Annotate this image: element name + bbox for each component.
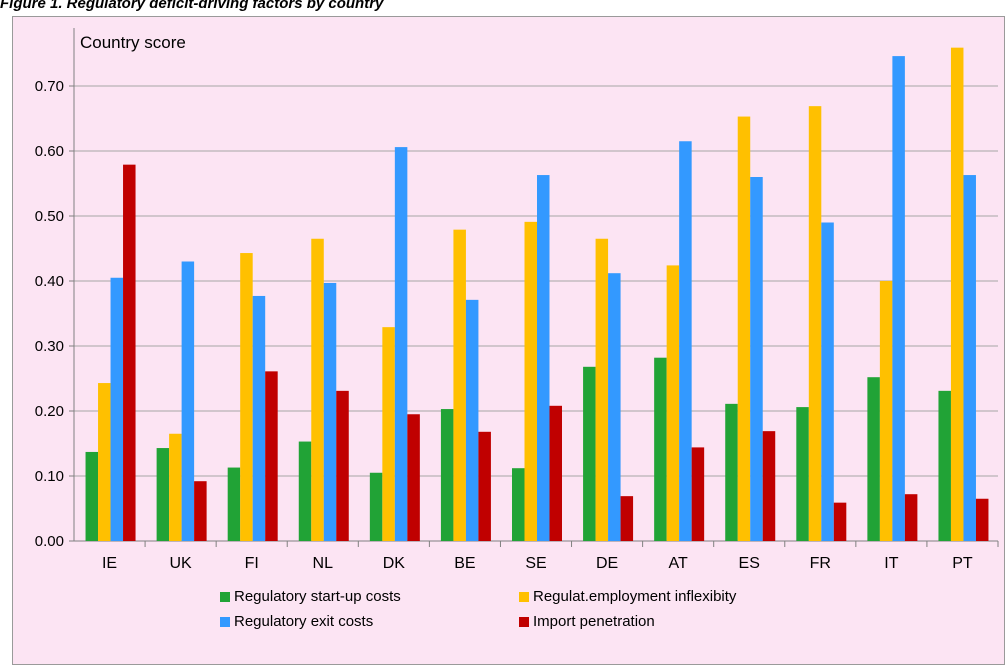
y-tick-label: 0.50 — [35, 208, 64, 225]
bar-nl-3 — [336, 390, 349, 541]
bar-dk-1 — [382, 327, 395, 541]
bar-de-0 — [583, 366, 596, 541]
legend-label: Regulatory start-up costs — [234, 588, 401, 605]
bar-nl-0 — [298, 441, 312, 541]
y-tick-label: 0.20 — [35, 403, 64, 420]
x-tick-label: FI — [245, 555, 259, 572]
legend: Regulatory start-up costs Regulat.employm… — [220, 588, 820, 644]
bar-at-3 — [691, 447, 705, 541]
bar-be-3 — [478, 431, 491, 541]
legend-swatch — [220, 591, 230, 602]
legend-label: Regulat.employment inflexibity — [533, 588, 737, 605]
bar-se-2 — [537, 175, 550, 542]
bar-pt-0 — [938, 390, 951, 541]
bar-uk-3 — [194, 481, 207, 541]
bar-fr-1 — [808, 106, 822, 542]
bar-dk-3 — [407, 414, 420, 541]
bar-at-2 — [679, 141, 692, 541]
x-tick-label: BE — [454, 555, 475, 572]
x-tick-label: IE — [102, 555, 117, 572]
legend-swatch — [519, 591, 529, 602]
bar-de-3 — [620, 496, 634, 541]
x-tick-label: NL — [313, 555, 334, 572]
bar-pt-1 — [950, 47, 964, 542]
bar-ie-3 — [123, 164, 136, 541]
bar-be-0 — [440, 409, 454, 541]
y-tick-label: 0.10 — [35, 468, 64, 485]
bar-ie-2 — [110, 277, 124, 541]
bar-fr-3 — [833, 502, 847, 541]
bar-ie-0 — [85, 451, 99, 541]
x-tick-label: ES — [739, 555, 760, 572]
bar-it-1 — [879, 281, 893, 541]
x-tick-label: DE — [596, 555, 618, 572]
x-tick-label: IT — [884, 555, 898, 572]
bar-nl-1 — [311, 238, 324, 541]
bar-pt-2 — [963, 175, 976, 542]
bar-es-1 — [737, 116, 751, 542]
bar-se-3 — [549, 405, 562, 541]
bar-be-2 — [465, 299, 479, 541]
bar-fi-3 — [265, 371, 278, 541]
legend-label: Regulatory exit costs — [234, 613, 374, 630]
x-tick-label: FR — [810, 555, 831, 572]
bar-uk-2 — [181, 261, 195, 541]
bar-dk-2 — [394, 147, 408, 541]
y-tick-label: 0.70 — [35, 78, 64, 95]
legend-swatch — [220, 616, 230, 627]
bar-at-0 — [654, 357, 667, 541]
y-tick-label: 0.00 — [35, 533, 64, 550]
bar-es-3 — [762, 431, 776, 541]
bar-at-1 — [666, 265, 680, 541]
bar-be-1 — [453, 229, 466, 541]
chart-area — [12, 16, 1005, 665]
bar-pt-3 — [975, 498, 989, 541]
bar-de-2 — [608, 273, 621, 541]
bar-it-0 — [867, 377, 880, 541]
legend-item: Regulatory exit costs — [220, 613, 373, 630]
x-tick-label: AT — [669, 555, 688, 572]
x-tick-label: PT — [952, 555, 973, 572]
y-tick-label: 0.60 — [35, 143, 64, 160]
legend-item: Import penetration — [519, 613, 655, 630]
legend-label: Import penetration — [533, 613, 655, 630]
bar-fr-0 — [796, 407, 809, 541]
bar-es-0 — [725, 403, 738, 541]
legend-item: Regulatory start-up costs — [220, 588, 401, 605]
bar-nl-2 — [323, 282, 337, 541]
bar-de-1 — [595, 238, 609, 541]
bar-se-1 — [524, 221, 537, 541]
bar-uk-1 — [169, 433, 182, 541]
bar-it-2 — [892, 56, 905, 541]
bar-ie-1 — [98, 383, 111, 541]
y-axis-label: Country score — [80, 33, 186, 52]
legend-item: Regulat.employment inflexibity — [519, 588, 736, 605]
x-tick-label: DK — [383, 555, 406, 572]
y-tick-label: 0.30 — [35, 338, 64, 355]
bar-fi-1 — [240, 253, 253, 542]
x-tick-label: UK — [169, 555, 192, 572]
bar-it-3 — [904, 494, 918, 541]
bar-se-0 — [512, 468, 525, 541]
x-tick-label: SE — [525, 555, 546, 572]
bar-uk-0 — [156, 448, 170, 541]
figure-caption: Figure 1. Regulatory deficit-driving fac… — [0, 0, 384, 12]
y-tick-label: 0.40 — [35, 273, 64, 290]
bar-fr-2 — [821, 222, 834, 541]
bar-dk-0 — [369, 472, 383, 541]
bar-fi-0 — [227, 467, 241, 541]
legend-swatch — [519, 616, 529, 627]
bar-es-2 — [750, 177, 763, 541]
bar-fi-2 — [252, 295, 266, 541]
